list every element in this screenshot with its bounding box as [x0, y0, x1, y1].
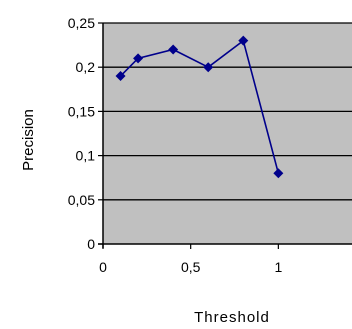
y-tick-label: 0,15 — [68, 103, 95, 119]
x-axis-title: Threshold — [194, 309, 270, 326]
x-tick-label: 0,5 — [181, 259, 201, 275]
y-tick-label: 0,05 — [68, 192, 95, 208]
series-line — [119, 39, 280, 174]
x-tick-label: 0 — [99, 259, 107, 275]
y-tick-label: 0,1 — [76, 148, 96, 164]
y-axis-title: Precision — [20, 109, 37, 171]
data-point — [203, 62, 214, 73]
y-ticks: 0 0,05 0,1 0,15 0,2 0,25 — [68, 15, 103, 252]
series — [115, 35, 284, 179]
x-tick-label: 1 — [274, 259, 282, 275]
data-point — [273, 168, 284, 179]
x-ticks: 0 0,5 1 — [99, 244, 282, 275]
y-tick-label: 0,2 — [76, 59, 96, 75]
gridlines — [103, 22, 352, 201]
y-tick-label: 0,25 — [68, 15, 95, 31]
data-point — [115, 71, 126, 82]
y-tick-label: 0 — [87, 236, 95, 252]
data-point — [133, 53, 144, 64]
data-point — [238, 35, 249, 46]
plot-area — [103, 23, 352, 244]
data-point — [168, 44, 179, 55]
